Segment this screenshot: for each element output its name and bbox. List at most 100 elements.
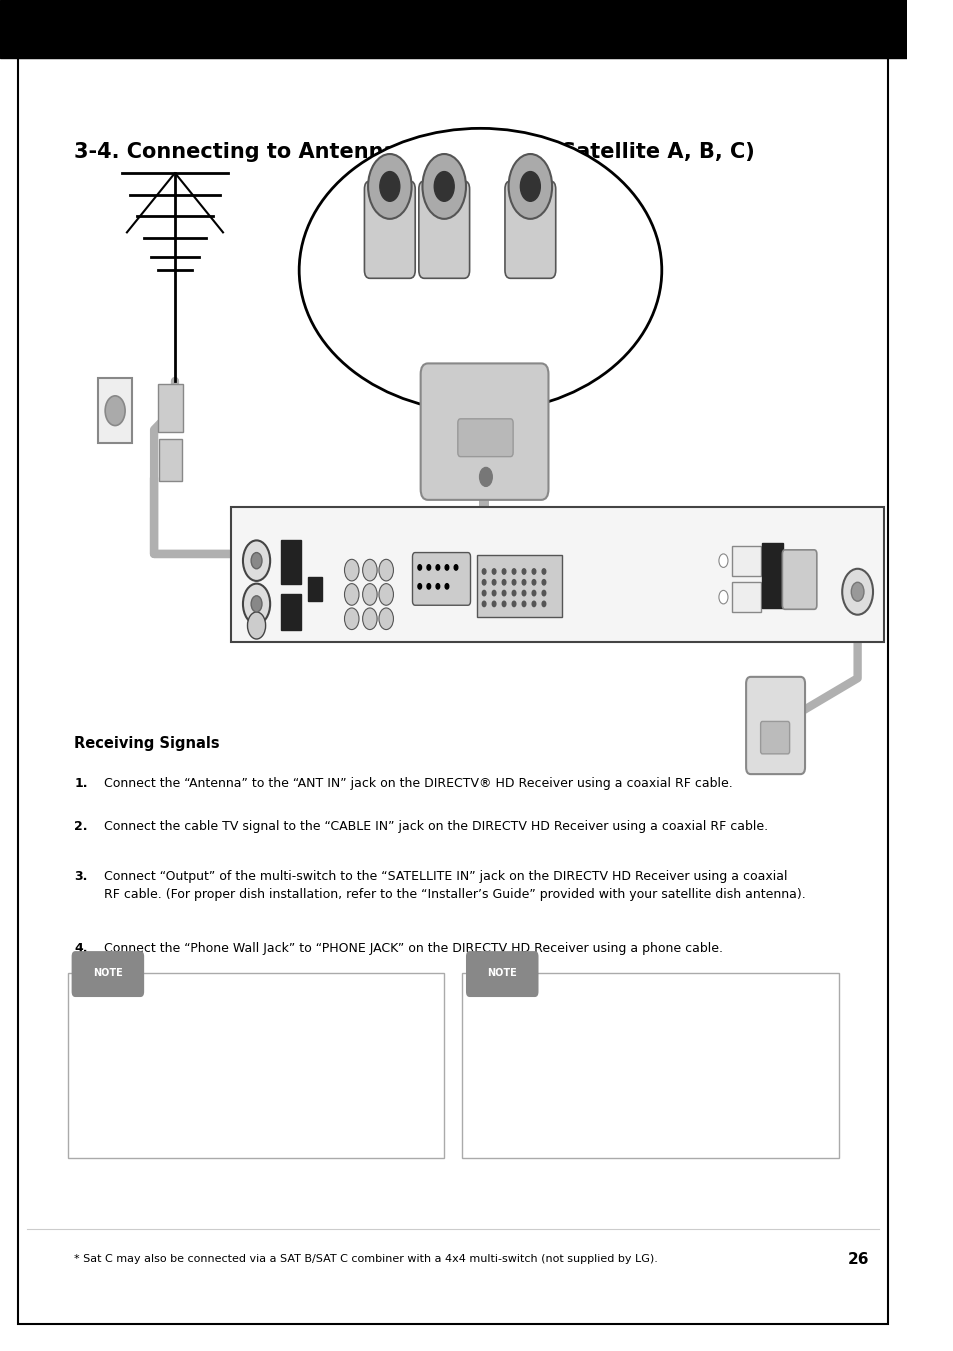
Circle shape: [251, 553, 262, 569]
Circle shape: [541, 601, 545, 607]
FancyBboxPatch shape: [504, 181, 556, 278]
Circle shape: [532, 590, 536, 596]
Circle shape: [501, 590, 505, 596]
Circle shape: [427, 584, 430, 589]
Circle shape: [521, 590, 525, 596]
Circle shape: [379, 172, 399, 201]
Circle shape: [492, 580, 496, 585]
Circle shape: [378, 584, 393, 605]
FancyBboxPatch shape: [457, 419, 513, 457]
Bar: [0, 0, 905, 58]
FancyBboxPatch shape: [731, 582, 760, 612]
Text: 4.: 4.: [74, 942, 88, 955]
Text: 26: 26: [847, 1251, 868, 1267]
Circle shape: [247, 612, 265, 639]
FancyBboxPatch shape: [71, 951, 144, 997]
Circle shape: [501, 601, 505, 607]
Text: Connect the “Antenna” to the “ANT IN” jack on the DIRECTV® HD Receiver using a c: Connect the “Antenna” to the “ANT IN” ja…: [104, 777, 732, 790]
Circle shape: [512, 569, 516, 574]
Text: NOTE: NOTE: [92, 967, 123, 978]
Text: Connect the cable TV signal to the “CABLE IN” jack on the DIRECTV HD Receiver us: Connect the cable TV signal to the “CABL…: [104, 820, 767, 834]
Circle shape: [519, 172, 539, 201]
Circle shape: [521, 580, 525, 585]
Text: 1.: 1.: [74, 777, 88, 790]
Circle shape: [378, 608, 393, 630]
Circle shape: [492, 590, 496, 596]
Circle shape: [344, 608, 358, 630]
Circle shape: [378, 559, 393, 581]
Circle shape: [541, 569, 545, 574]
Circle shape: [512, 601, 516, 607]
Circle shape: [508, 154, 552, 219]
Bar: [760, 543, 782, 608]
Text: 3-4. Connecting to Antennas - Oval Dish (Satellite A, B, C): 3-4. Connecting to Antennas - Oval Dish …: [74, 142, 754, 162]
Circle shape: [719, 554, 727, 567]
Circle shape: [541, 580, 545, 585]
Circle shape: [362, 608, 376, 630]
Circle shape: [362, 584, 376, 605]
Circle shape: [719, 590, 727, 604]
Circle shape: [541, 590, 545, 596]
FancyBboxPatch shape: [476, 555, 561, 617]
Circle shape: [512, 590, 516, 596]
Circle shape: [436, 584, 439, 589]
FancyBboxPatch shape: [781, 550, 816, 609]
Circle shape: [362, 559, 376, 581]
Circle shape: [251, 596, 262, 612]
Circle shape: [368, 154, 411, 219]
Bar: [308, 577, 321, 601]
Bar: [281, 540, 300, 584]
Circle shape: [434, 172, 454, 201]
Circle shape: [243, 540, 270, 581]
FancyBboxPatch shape: [68, 973, 444, 1158]
Circle shape: [492, 601, 496, 607]
Text: 2.: 2.: [74, 820, 88, 834]
FancyBboxPatch shape: [731, 546, 760, 576]
Circle shape: [532, 580, 536, 585]
Circle shape: [445, 565, 448, 570]
Circle shape: [243, 584, 270, 624]
Text: NOTE: NOTE: [487, 967, 517, 978]
Ellipse shape: [299, 128, 661, 412]
Text: A triple LNB multi-satellite dish with a SAT
C LNB is required to receive all DI: A triple LNB multi-satellite dish with a…: [478, 1005, 719, 1058]
Circle shape: [850, 582, 863, 601]
Circle shape: [427, 565, 430, 570]
Circle shape: [521, 569, 525, 574]
Circle shape: [482, 569, 485, 574]
Circle shape: [482, 590, 485, 596]
FancyBboxPatch shape: [745, 677, 804, 774]
Circle shape: [479, 467, 492, 486]
Bar: [281, 594, 300, 630]
Circle shape: [482, 601, 485, 607]
FancyBboxPatch shape: [420, 363, 548, 500]
Circle shape: [422, 154, 465, 219]
FancyBboxPatch shape: [158, 439, 182, 481]
Text: Receiving Signals: Receiving Signals: [74, 736, 220, 751]
Circle shape: [445, 584, 448, 589]
Circle shape: [521, 601, 525, 607]
Text: While you are a subscriber to a DIRECTV®
program package, you can still view ove: While you are a subscriber to a DIRECTV®…: [84, 1005, 372, 1058]
Circle shape: [501, 569, 505, 574]
Circle shape: [501, 580, 505, 585]
Circle shape: [532, 569, 536, 574]
FancyBboxPatch shape: [157, 384, 183, 432]
Circle shape: [482, 580, 485, 585]
Circle shape: [454, 565, 457, 570]
Circle shape: [436, 565, 439, 570]
Text: Connect “Output” of the multi-switch to the “SATELLITE IN” jack on the DIRECTV H: Connect “Output” of the multi-switch to …: [104, 870, 805, 901]
Circle shape: [105, 396, 125, 426]
FancyBboxPatch shape: [465, 951, 537, 997]
FancyBboxPatch shape: [412, 553, 470, 605]
Circle shape: [512, 580, 516, 585]
Text: 3.: 3.: [74, 870, 88, 884]
FancyBboxPatch shape: [462, 973, 838, 1158]
Circle shape: [417, 565, 421, 570]
Text: Connect the “Phone Wall Jack” to “PHONE JACK” on the DIRECTV HD Receiver using a: Connect the “Phone Wall Jack” to “PHONE …: [104, 942, 722, 955]
Circle shape: [532, 601, 536, 607]
Circle shape: [417, 584, 421, 589]
Circle shape: [344, 559, 358, 581]
Circle shape: [492, 569, 496, 574]
Circle shape: [344, 584, 358, 605]
FancyBboxPatch shape: [98, 378, 132, 443]
FancyBboxPatch shape: [418, 181, 469, 278]
